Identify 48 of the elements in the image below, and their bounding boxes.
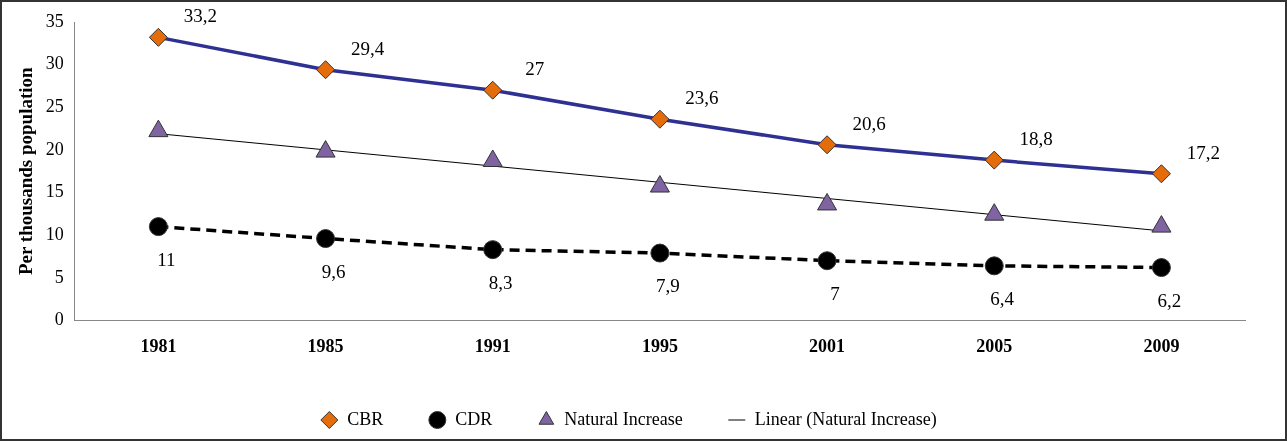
x-tick-label: 1995: [641, 335, 678, 356]
data-label: 6,2: [1157, 289, 1182, 311]
point: [483, 240, 503, 260]
y-axis-title: Per thousands population: [15, 66, 37, 276]
y-tick-label: 0: [54, 309, 64, 330]
data-label: 7,9: [656, 275, 680, 297]
legend-label: CBR: [347, 408, 384, 429]
legend-label: Linear (Natural Increase): [754, 408, 937, 430]
x-tick-label: 2009: [1143, 335, 1180, 356]
data-label: 23,6: [685, 87, 719, 109]
y-tick-label: 25: [45, 95, 64, 116]
point: [148, 217, 168, 237]
point: [650, 243, 670, 263]
x-tick-label: 1985: [307, 335, 344, 356]
point: [1151, 258, 1171, 278]
point: [483, 80, 503, 100]
y-tick-label: 15: [45, 181, 64, 202]
x-tick-label: 1991: [474, 335, 511, 356]
point: [148, 27, 168, 47]
y-tick-label: 35: [45, 10, 64, 31]
data-label: 9,6: [321, 260, 346, 282]
point: [316, 229, 336, 249]
legend-label: CDR: [455, 408, 493, 429]
y-tick-label: 5: [54, 266, 64, 287]
x-tick-label: 2001: [809, 335, 846, 356]
data-label: 8,3: [488, 271, 513, 293]
point: [984, 150, 1004, 170]
point: [817, 135, 837, 155]
point: [650, 109, 670, 129]
point: [817, 251, 837, 271]
data-label: 33,2: [183, 5, 218, 27]
x-tick-label: 2005: [976, 335, 1013, 356]
x-tick-label: 1981: [140, 335, 177, 356]
data-label: 6,4: [990, 287, 1015, 309]
data-label: 27: [525, 58, 545, 80]
data-label: 17,2: [1186, 141, 1221, 163]
point: [1151, 164, 1171, 184]
data-label: 18,8: [1019, 128, 1053, 150]
y-tick-label: 10: [45, 223, 64, 244]
point: [316, 60, 336, 80]
data-label: 11: [157, 248, 176, 270]
data-label: 29,4: [350, 37, 385, 59]
y-tick-label: 30: [45, 53, 64, 74]
data-label: 7: [830, 282, 840, 304]
point: [984, 256, 1004, 276]
legend-label: Natural Increase: [564, 408, 683, 429]
y-tick-label: 20: [45, 138, 64, 159]
data-label: 20,6: [852, 112, 886, 134]
